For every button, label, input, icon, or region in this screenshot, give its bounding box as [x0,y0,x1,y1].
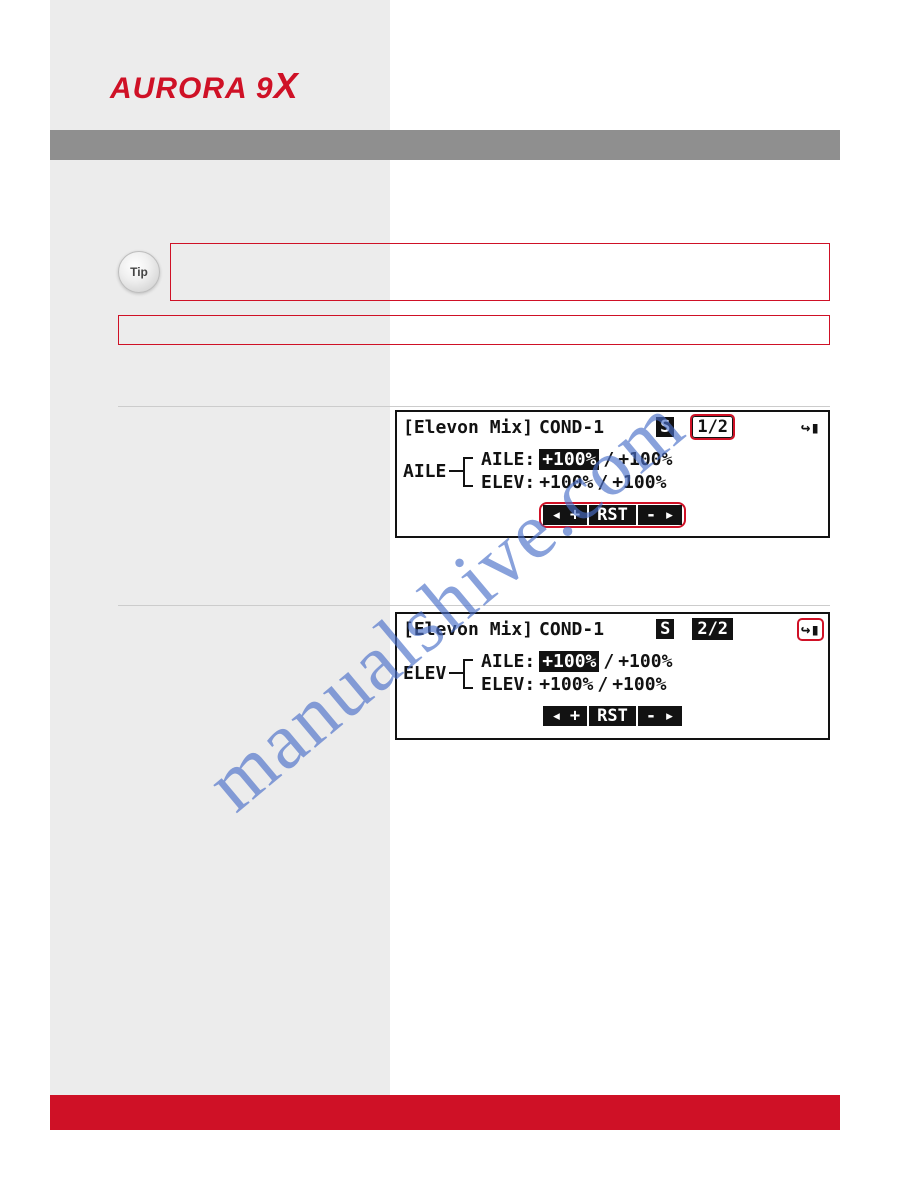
footer-band [50,1095,840,1130]
lcd2-page-indicator[interactable]: 2/2 [692,618,733,640]
lcd1-btn-row: RST [397,502,828,532]
minus-button[interactable] [638,706,682,726]
lcd1-mix-lines: AILE: +100% / +100% ELEV: +100% / +100% [481,449,672,493]
lcd1-body: AILE AILE: +100% / +100% ELEV: +100% / +… [397,440,828,502]
rst-button[interactable]: RST [589,505,636,525]
lcd1-elev-left[interactable]: +100% [539,472,593,493]
lcd1-aile-left[interactable]: +100% [539,449,599,470]
logo-accent: X [274,65,299,106]
logo: AURORA 9X [110,65,370,107]
lcd1-aile-label: AILE: [481,449,535,470]
header-band [50,130,840,160]
lcd-screen-1: [Elevon Mix] COND-1 S 1/2 ↪▮ AILE AILE: … [395,410,830,538]
lcd1-elev-label: ELEV: [481,472,535,493]
lcd1-elev-right[interactable]: +100% [612,472,666,493]
lcd1-cond: COND-1 [539,417,604,438]
tip-callout: Tip [118,243,833,301]
tip-badge-label: Tip [130,265,148,279]
minus-button[interactable] [638,505,682,525]
exit-icon[interactable]: ↪▮ [799,620,822,639]
lcd2-body: ELEV AILE: +100% / +100% ELEV: +100% / +… [397,642,828,704]
lcd-screen-2: [Elevon Mix] COND-1 S 2/2 ↪▮ ELEV AILE: … [395,612,830,740]
lcd2-mix-lines: AILE: +100% / +100% ELEV: +100% / +100% [481,651,672,695]
lcd2-elev-label: ELEV: [481,674,535,695]
rst-button[interactable]: RST [589,706,636,726]
lcd2-aile-label: AILE: [481,651,535,672]
lcd2-elev-sep: / [597,674,608,695]
lcd2-elev-left[interactable]: +100% [539,674,593,695]
plus-button[interactable] [543,505,587,525]
separator-1 [118,406,830,407]
tip-box [170,243,830,301]
lcd1-header: [Elevon Mix] COND-1 S 1/2 ↪▮ [397,412,828,440]
lcd2-s-icon[interactable]: S [656,619,674,639]
lcd1-line-aile: AILE: +100% / +100% [481,449,672,470]
bracket-icon [459,646,481,700]
tip-badge: Tip [118,251,160,293]
lcd1-title: [Elevon Mix] [403,417,533,438]
bracket-icon [459,444,481,498]
lcd2-aile-left[interactable]: +100% [539,651,599,672]
plus-button[interactable] [543,706,587,726]
lcd2-btn-row: RST [397,704,828,732]
lcd1-elev-sep: / [597,472,608,493]
logo-text: AURORA 9 [110,72,274,105]
lcd2-line-aile: AILE: +100% / +100% [481,651,672,672]
lcd1-line-elev: ELEV: +100% / +100% [481,472,672,493]
lcd2-title: [Elevon Mix] [403,619,533,640]
lcd2-aile-right[interactable]: +100% [618,651,672,672]
lcd1-s-icon[interactable]: S [656,417,674,437]
lcd1-aile-sep: / [603,449,614,470]
lcd2-header: [Elevon Mix] COND-1 S 2/2 ↪▮ [397,614,828,642]
lcd1-aile-right[interactable]: +100% [618,449,672,470]
lcd2-elev-right[interactable]: +100% [612,674,666,695]
exit-icon[interactable]: ↪▮ [799,418,822,437]
left-sidebar-bg [50,0,390,1130]
lcd2-line-elev: ELEV: +100% / +100% [481,674,672,695]
note-box [118,315,830,345]
separator-2 [118,605,830,606]
lcd1-page-indicator[interactable]: 1/2 [692,416,733,438]
lcd2-cond: COND-1 [539,619,604,640]
lcd2-aile-sep: / [603,651,614,672]
